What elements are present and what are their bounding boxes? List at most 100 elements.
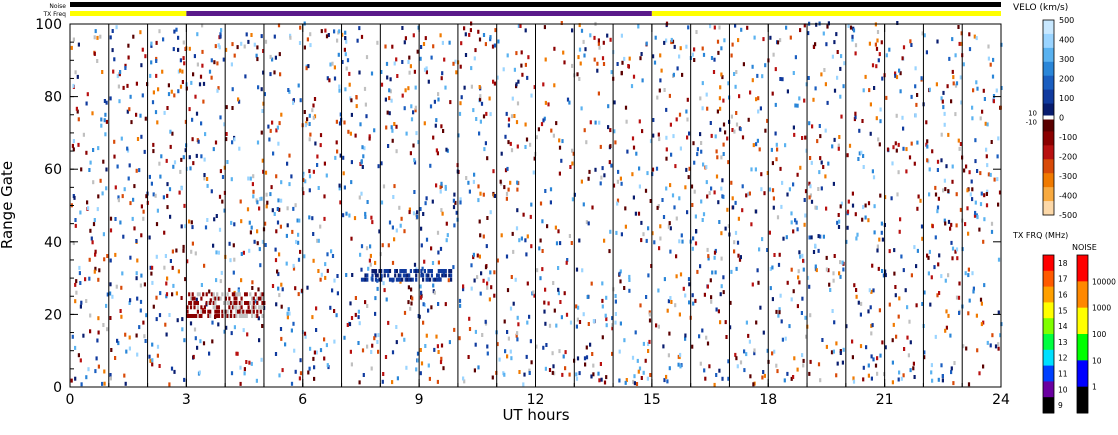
echo-cell (817, 362, 821, 367)
echo-cell (623, 338, 626, 343)
echo-cell (415, 367, 418, 372)
echo-cell (407, 300, 410, 305)
echo-cell (402, 269, 405, 273)
echo-cell (74, 282, 77, 287)
echo-cell (380, 277, 383, 282)
echo-cell (378, 277, 381, 282)
echo-cell (915, 264, 918, 269)
txfreq-segment (70, 11, 187, 16)
echo-cell (242, 309, 245, 314)
echo-cell (484, 42, 487, 47)
echo-cell (470, 66, 473, 71)
echo-cell (768, 187, 771, 192)
echo-cell (971, 187, 974, 192)
echo-cell (256, 140, 260, 145)
echo-cell (443, 269, 446, 273)
echo-cell (760, 187, 763, 192)
echo-cell (397, 273, 400, 278)
echo-cell (388, 277, 392, 282)
echo-cell (228, 287, 231, 292)
echo-cell (785, 235, 788, 240)
echo-cell (691, 52, 694, 57)
echo-cell (285, 261, 288, 266)
echo-cell (274, 55, 277, 60)
echo-cell (933, 265, 936, 270)
echo-cell (920, 224, 924, 229)
echo-cell (408, 273, 411, 278)
echo-cell (256, 309, 259, 314)
echo-cell (861, 119, 864, 123)
echo-cell (224, 309, 227, 314)
echo-cell (420, 273, 423, 278)
echo-cell (936, 159, 940, 164)
echo-cell (439, 360, 443, 365)
echo-cell (363, 146, 366, 151)
echo-cell (300, 288, 304, 293)
echo-cell (915, 102, 918, 107)
echo-cell (233, 296, 236, 301)
echo-cell (515, 51, 518, 56)
echo-cell (244, 74, 247, 79)
echo-cell (252, 305, 255, 310)
echo-cell (682, 286, 685, 291)
echo-cell (217, 43, 220, 48)
echo-cell (87, 206, 90, 211)
echo-cell (275, 128, 278, 133)
echo-cell (203, 263, 206, 268)
echo-cell (855, 288, 858, 292)
echo-cell (968, 32, 971, 37)
echo-cell (357, 315, 360, 320)
echo-cell (910, 141, 913, 146)
echo-cell (402, 273, 405, 278)
echo-cell (552, 281, 555, 285)
echo-cell (833, 40, 836, 45)
velo-swatch (1043, 20, 1054, 35)
echo-cell (609, 229, 612, 234)
echo-cell (967, 231, 970, 236)
echo-cell (103, 99, 106, 103)
echo-cell (452, 265, 455, 270)
echo-cell (464, 53, 468, 57)
echo-cell (735, 122, 739, 127)
echo-cell (212, 292, 215, 297)
echo-cell (126, 146, 129, 151)
echo-cell (781, 337, 784, 342)
echo-cell (85, 101, 88, 106)
echo-cell (555, 121, 558, 126)
echo-cell (259, 296, 262, 301)
echo-cell (226, 309, 229, 314)
echo-cell (663, 88, 666, 92)
echo-cell (235, 309, 238, 314)
echo-cell (724, 130, 727, 135)
echo-cell (115, 25, 118, 30)
echo-cell (252, 174, 255, 179)
txfrq-tick-label: 12 (1058, 354, 1068, 363)
echo-cell (342, 213, 345, 218)
echo-cell (467, 355, 470, 359)
echo-cell (338, 29, 341, 34)
echo-cell (969, 192, 972, 197)
echo-cell (968, 170, 971, 175)
echo-cell (129, 298, 132, 303)
echo-cell (897, 142, 900, 147)
echo-cell (857, 300, 860, 305)
echo-cell (274, 258, 278, 263)
echo-cell (745, 320, 748, 325)
echo-cell (374, 277, 378, 282)
echo-cell (755, 97, 758, 102)
echo-cell (649, 199, 652, 203)
echo-cell (408, 55, 411, 60)
echo-cell (790, 211, 793, 216)
echo-cell (316, 238, 319, 243)
echo-cell (899, 89, 902, 94)
echo-cell (319, 143, 322, 148)
echo-cell (777, 262, 781, 267)
echo-cell (247, 176, 250, 181)
echo-cell (453, 192, 456, 197)
txfreq-segment (651, 11, 1001, 16)
echo-cell (77, 353, 80, 358)
echo-cell (333, 278, 336, 283)
echo-cell (573, 192, 576, 197)
echo-cell (954, 112, 957, 117)
echo-cell (94, 252, 97, 257)
